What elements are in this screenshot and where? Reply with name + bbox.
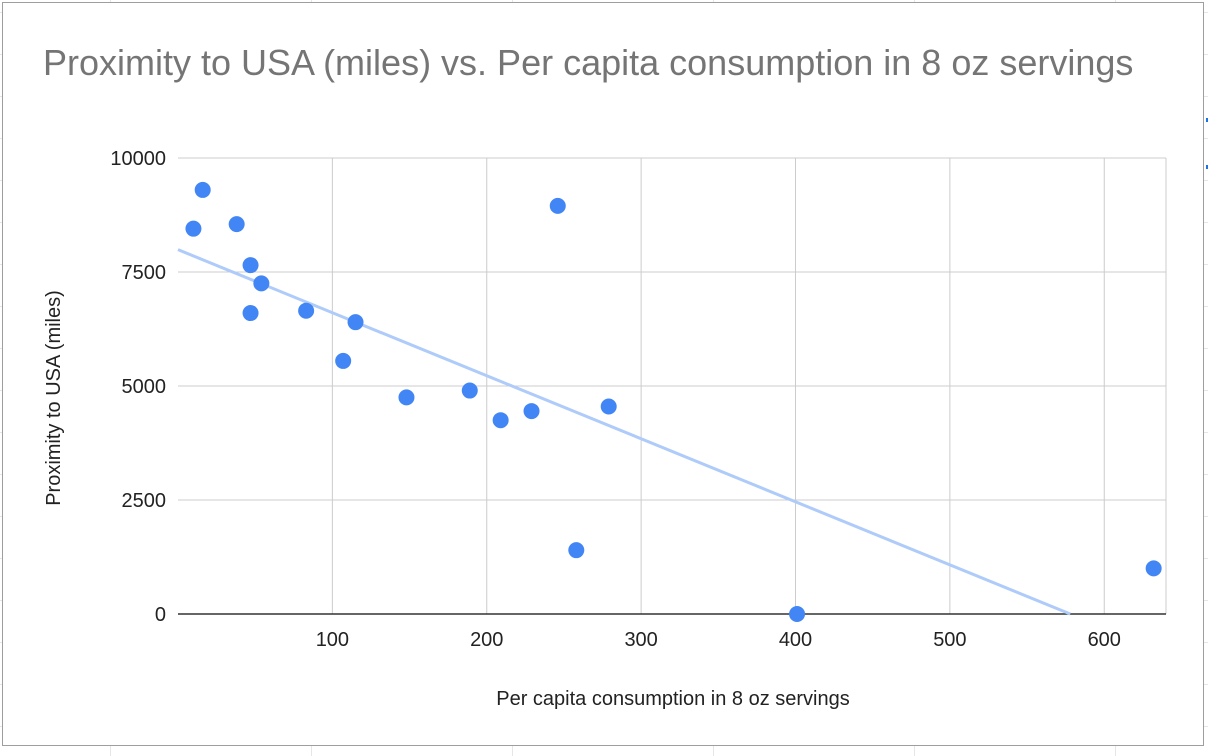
x-tick-label: 200 <box>470 629 503 651</box>
data-point <box>185 220 202 237</box>
data-point <box>492 412 509 429</box>
data-point <box>523 403 540 420</box>
data-point <box>398 389 415 406</box>
y-tick-label: 5000 <box>122 376 167 398</box>
data-point <box>568 542 585 559</box>
data-point <box>228 216 245 233</box>
chart-title: Proximity to USA (miles) vs. Per capita … <box>43 42 1134 83</box>
grid-lines <box>178 157 1167 614</box>
x-axis-ticks: 100 200 300 400 500 600 <box>316 629 1121 651</box>
selection-handle-bottom[interactable] <box>1206 165 1208 169</box>
data-point <box>242 257 259 274</box>
x-tick-label: 500 <box>933 629 966 651</box>
data-point <box>298 302 315 319</box>
x-tick-label: 400 <box>779 629 812 651</box>
data-point <box>1145 560 1162 577</box>
data-point <box>549 197 566 214</box>
data-point <box>194 181 211 198</box>
data-point <box>600 398 617 415</box>
data-point <box>461 382 478 399</box>
x-tick-label: 300 <box>624 629 657 651</box>
x-tick-label: 100 <box>316 629 349 651</box>
y-tick-label: 10000 <box>110 148 166 170</box>
chart-container[interactable]: Proximity to USA (miles) vs. Per capita … <box>2 2 1204 746</box>
selection-handle-top[interactable] <box>1206 118 1208 122</box>
data-point <box>347 314 364 331</box>
data-points <box>185 181 1162 622</box>
y-axis-ticks: 0 2500 5000 7500 10000 <box>110 148 166 626</box>
data-point <box>789 606 806 622</box>
y-tick-label: 0 <box>155 604 166 626</box>
y-tick-label: 7500 <box>122 262 167 284</box>
data-point <box>242 305 259 322</box>
data-point <box>253 275 270 292</box>
trendline <box>177 248 1071 616</box>
data-point <box>335 352 352 369</box>
x-axis-label: Per capita consumption in 8 oz servings <box>496 688 850 710</box>
y-tick-label: 2500 <box>122 490 167 512</box>
y-axis-label: Proximity to USA (miles) <box>43 290 65 506</box>
x-tick-label: 600 <box>1088 629 1121 651</box>
